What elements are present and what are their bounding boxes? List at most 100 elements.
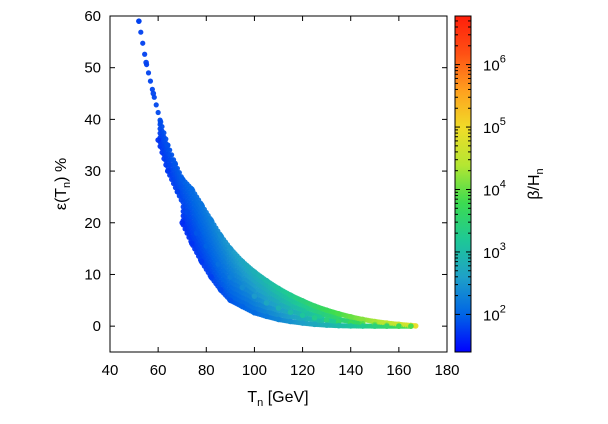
scatter-point	[287, 309, 294, 316]
x-tick-label: 120	[290, 362, 315, 379]
scatter-point	[311, 315, 318, 321]
scatter-point	[184, 209, 190, 216]
x-tick-label: 160	[386, 362, 411, 379]
scatter-point	[147, 78, 154, 84]
scatter-point	[299, 320, 306, 326]
scatter-point	[275, 305, 282, 311]
scatter-point	[169, 152, 175, 158]
scatter-point	[275, 285, 282, 292]
scatter-point	[193, 230, 200, 236]
scatter-point	[155, 137, 161, 143]
scatter-point	[208, 217, 214, 223]
scatter-point	[263, 300, 270, 306]
scatter-point	[311, 303, 318, 309]
scatter-point	[323, 317, 330, 323]
scatter-point	[359, 316, 366, 323]
scatter-point	[251, 309, 258, 316]
scatter-point	[384, 323, 390, 329]
scatter-points	[136, 18, 419, 329]
scatter-point	[359, 323, 366, 329]
y-axis-title-sub: n	[61, 182, 73, 188]
colorbar-title: β/Hn	[526, 168, 546, 199]
scatter-point	[150, 90, 157, 97]
scatter-point	[198, 201, 205, 208]
scatter-point	[153, 102, 159, 108]
scatter-point	[164, 168, 171, 174]
scatter-point	[157, 119, 164, 125]
y-tick-label: 20	[84, 215, 101, 232]
y-axis: 0 10 20 30 40 50 60	[84, 8, 447, 335]
scatter-point	[263, 313, 270, 320]
scatter-point	[251, 269, 258, 275]
scatter-point	[159, 124, 165, 130]
x-tick-label: 40	[102, 362, 119, 379]
y-tick-label: 50	[84, 60, 101, 77]
x-tick-label: 80	[198, 362, 215, 379]
scatter-point	[239, 303, 246, 310]
scatter-point	[323, 307, 330, 313]
scatter-point	[189, 186, 195, 192]
scatter-point	[172, 160, 178, 167]
scatter-point	[299, 312, 306, 319]
y-tick-label: 0	[93, 318, 101, 335]
scatter-point	[161, 130, 167, 136]
scatter-point	[335, 322, 342, 329]
x-axis: 40 60 80 100 120 140 160 180	[102, 16, 460, 379]
colorbar-tick-label: 106	[483, 54, 506, 75]
scatter-point	[239, 284, 246, 291]
y-tick-label: 60	[84, 8, 101, 25]
scatter-point	[217, 232, 224, 239]
scatter-point	[323, 322, 330, 328]
scatter-point	[311, 321, 318, 328]
scatter-point	[347, 323, 354, 329]
scatter-point	[203, 243, 210, 249]
scatter-point	[263, 277, 270, 284]
colorbar-tick-label: 103	[483, 241, 506, 262]
scatter-point	[208, 274, 214, 280]
scatter-point	[215, 261, 222, 267]
scatter-point	[347, 314, 354, 320]
scatter-point	[287, 292, 294, 298]
scatter-point	[335, 318, 342, 325]
scatter-point	[335, 310, 342, 317]
x-axis-title-sub: n	[257, 397, 263, 409]
plot-frame	[109, 15, 448, 353]
y-tick-label: 10	[84, 266, 101, 283]
x-tick-label: 100	[242, 362, 267, 379]
y-tick-label: 40	[84, 111, 101, 128]
colorbar-tick-label: 105	[483, 116, 506, 137]
scatter-point	[227, 274, 234, 280]
scatter-point	[198, 258, 205, 265]
colorbar-tick-label: 102	[483, 303, 506, 324]
scatter-point	[217, 287, 224, 293]
scatter-point	[239, 258, 246, 265]
scatter-point	[176, 170, 182, 176]
colorbar-ticks: 102 103 104 105 106	[455, 15, 506, 324]
scatter-point	[227, 245, 234, 252]
scatter-point	[408, 323, 414, 329]
x-axis-title-main: T	[247, 389, 257, 406]
scatter-point	[136, 18, 142, 24]
scatter-point	[145, 70, 152, 76]
scatter-point	[149, 86, 155, 92]
scatter-point	[412, 323, 419, 329]
scatter-point	[287, 318, 294, 325]
scatter-point	[396, 323, 402, 329]
scatter-point	[179, 176, 186, 182]
scatter-point	[174, 188, 181, 195]
scatter-point	[155, 109, 161, 116]
x-axis-title-suffix: [GeV]	[263, 389, 308, 406]
colorbar-tick-label: 104	[483, 178, 506, 199]
scatter-point	[371, 323, 378, 329]
scatter-point	[251, 293, 258, 299]
scatter-point	[275, 316, 282, 323]
scatter-point	[142, 51, 148, 57]
x-tick-label: 140	[338, 362, 363, 379]
scatter-point	[140, 40, 146, 46]
scatter-point	[189, 240, 195, 247]
y-axis-title-prefix: ε(T	[53, 188, 70, 210]
scatter-point	[179, 219, 186, 226]
scatter-point	[227, 297, 234, 304]
x-tick-label: 180	[434, 362, 459, 379]
